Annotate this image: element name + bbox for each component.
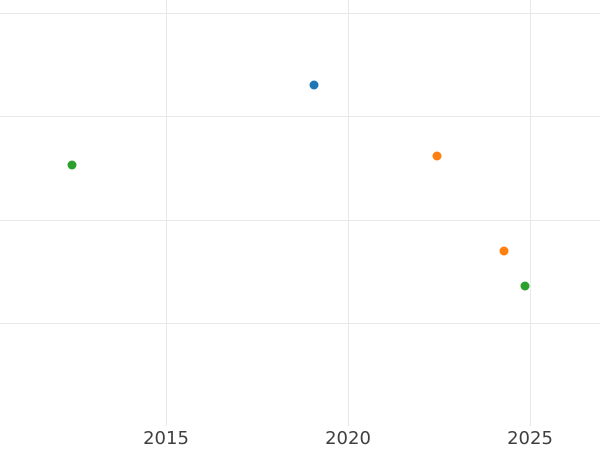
horizontal-gridline xyxy=(0,323,600,324)
vertical-gridline xyxy=(166,0,167,426)
scatter-point xyxy=(309,80,319,90)
horizontal-gridline xyxy=(0,220,600,221)
scatter-point xyxy=(499,246,509,255)
horizontal-gridline xyxy=(0,116,600,117)
x-tick-label: 2020 xyxy=(325,428,371,449)
plot-area xyxy=(0,0,600,426)
horizontal-gridline xyxy=(0,13,600,14)
scatter-point xyxy=(432,151,441,160)
scatter-point xyxy=(520,281,529,290)
vertical-gridline xyxy=(348,0,349,426)
x-tick-label: 2025 xyxy=(507,428,553,449)
vertical-gridline xyxy=(530,0,531,426)
scatter-point xyxy=(67,160,76,170)
x-tick-label: 2015 xyxy=(143,428,189,449)
